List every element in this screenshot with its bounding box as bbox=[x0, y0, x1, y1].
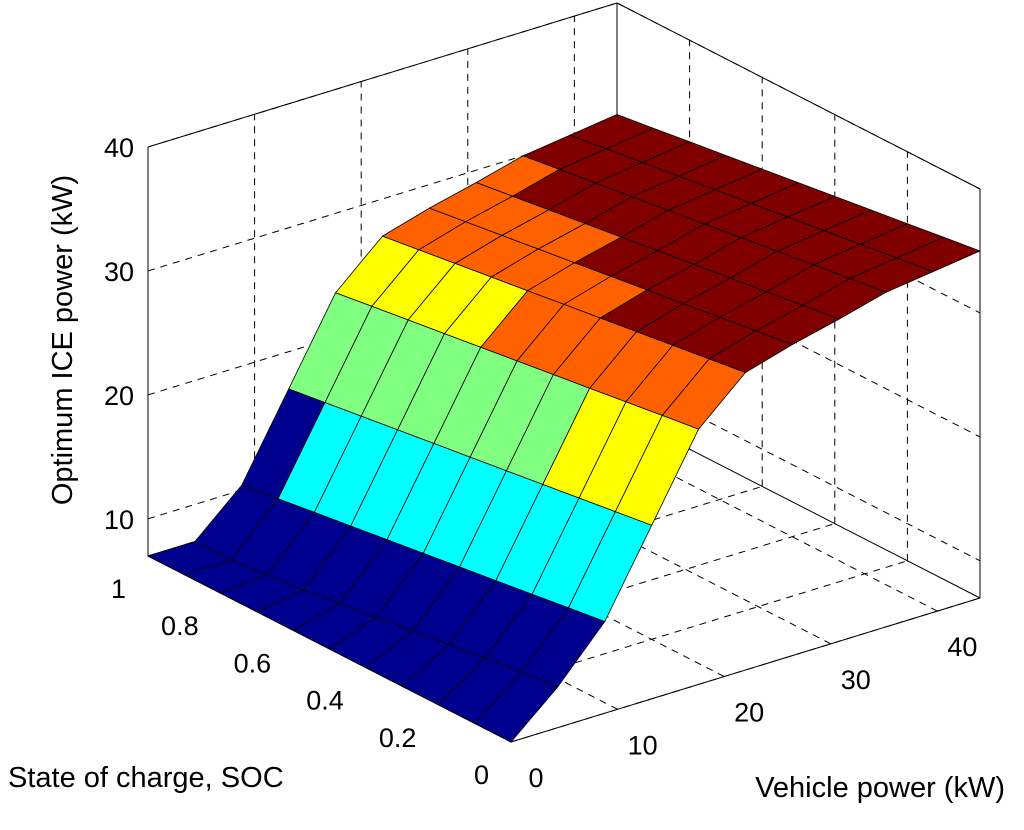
x-tick-label: 20 bbox=[734, 698, 764, 728]
x-tick-label: 0 bbox=[528, 763, 543, 793]
tick-labels: 0 10 20 30 40 0 0.2 0.4 0.6 0.8 1 10 20 30 40 bbox=[104, 133, 977, 793]
x-tick-label: 10 bbox=[628, 730, 658, 760]
x-axis-line bbox=[510, 597, 981, 743]
y-tick-label: 0.8 bbox=[161, 611, 199, 641]
axes-front-frame bbox=[147, 147, 981, 743]
z-tick-label: 30 bbox=[104, 257, 134, 287]
grid-line bbox=[616, 2, 981, 190]
y-tick-label: 0.4 bbox=[306, 686, 344, 716]
surface-mesh bbox=[147, 114, 981, 743]
y-tick-label: 1 bbox=[111, 574, 126, 604]
z-tick-label: 10 bbox=[104, 505, 134, 535]
y-tick-label: 0.2 bbox=[379, 723, 417, 753]
x-axis-label: Vehicle power (kW) bbox=[755, 772, 1005, 804]
y-axis-line bbox=[147, 555, 512, 743]
x-tick-label: 40 bbox=[947, 632, 977, 662]
y-tick-label: 0 bbox=[474, 760, 489, 790]
surface-patch bbox=[896, 236, 981, 273]
z-axis-label: Optimum ICE power (kW) bbox=[47, 175, 79, 505]
y-tick-label: 0.6 bbox=[234, 648, 272, 678]
z-tick-label: 20 bbox=[104, 381, 134, 411]
grid-line bbox=[147, 2, 618, 148]
y-axis-label: State of charge, SOC bbox=[8, 762, 284, 794]
z-tick-label: 40 bbox=[104, 133, 134, 163]
x-tick-label: 30 bbox=[841, 665, 871, 695]
